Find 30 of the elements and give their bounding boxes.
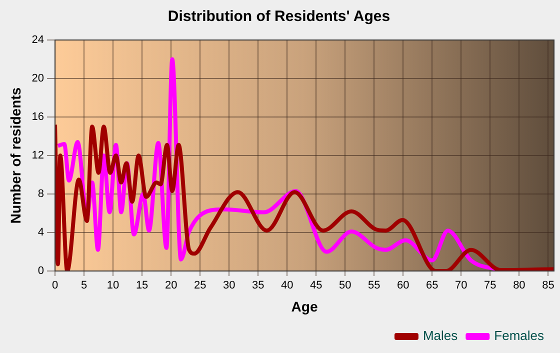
x-tick-label: 20 <box>164 280 178 292</box>
legend-label: Males <box>422 328 458 344</box>
x-tick-label: 75 <box>484 280 496 292</box>
x-tick-label: 70 <box>455 280 468 292</box>
y-tick-label: 20 <box>32 72 44 85</box>
x-tick-label: 40 <box>280 280 294 292</box>
x-tick-label: 50 <box>339 280 352 292</box>
x-tick-label: 85 <box>542 280 554 292</box>
x-axis-title: Age <box>291 298 318 314</box>
x-tick-label: 30 <box>222 280 236 292</box>
y-tick-label: 8 <box>38 188 44 200</box>
x-tick-label: 60 <box>397 280 410 292</box>
x-tick-label: 65 <box>426 280 438 292</box>
x-tick-label: 25 <box>194 280 206 292</box>
x-tick-label: 0 <box>52 280 58 292</box>
y-tick-label: 4 <box>38 226 44 239</box>
x-tick-label: 45 <box>310 280 322 292</box>
x-tick-label: 55 <box>368 280 380 292</box>
y-axis-title: Number of residents <box>7 87 24 224</box>
x-tick-label: 10 <box>106 280 120 292</box>
y-tick-label: 16 <box>32 111 44 124</box>
y-tick-label: 0 <box>38 265 44 278</box>
chart-title: Distribution of Residents' Ages <box>168 8 390 26</box>
x-tick-label: 15 <box>136 280 148 292</box>
y-tick-label: 24 <box>32 34 44 46</box>
x-tick-label: 5 <box>80 280 88 292</box>
y-tick-label: 12 <box>32 150 44 162</box>
x-tick-label: 80 <box>513 280 526 292</box>
x-tick-label: 35 <box>252 280 264 292</box>
legend-label: Females <box>494 328 544 344</box>
